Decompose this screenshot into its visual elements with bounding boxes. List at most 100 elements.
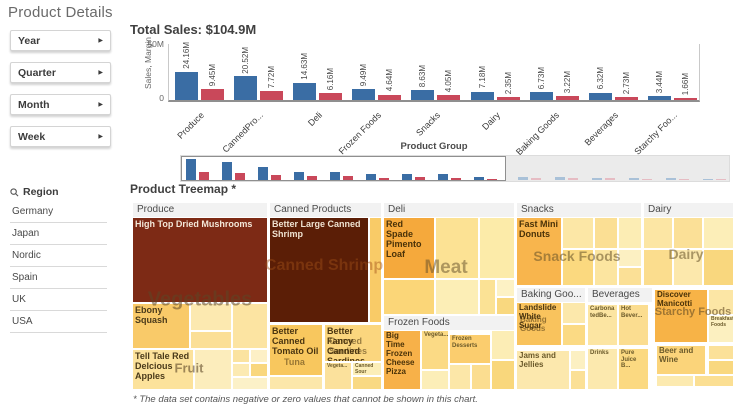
- treemap-cell-carbona-tedbe[interactable]: Carbona tedBe...: [588, 305, 617, 345]
- treemap-cell[interactable]: [674, 218, 702, 248]
- treemap-cell[interactable]: [657, 376, 693, 386]
- treemap-cell-fast-mini-donuts[interactable]: Fast Mini Donuts: [517, 218, 561, 285]
- bar-margin-baking-goods[interactable]: [555, 96, 579, 100]
- filter-button-month[interactable]: Month ▶: [10, 94, 111, 115]
- treemap-cell[interactable]: [644, 218, 672, 248]
- treemap-cell[interactable]: [674, 250, 702, 285]
- bar-sales-cannedpro[interactable]: [234, 76, 258, 100]
- bar-sales-baking-goods[interactable]: [529, 92, 553, 100]
- treemap-cell-better-large-canned-shrimp[interactable]: Better Large Canned Shrimp: [270, 218, 368, 322]
- filter-button-quarter[interactable]: Quarter ▶: [10, 62, 111, 83]
- treemap-cell[interactable]: [233, 364, 249, 376]
- bar-margin-starchy-foo[interactable]: [673, 98, 697, 100]
- treemap-cell[interactable]: [695, 376, 733, 386]
- bar-sales-produce[interactable]: [175, 71, 198, 100]
- region-item-spain[interactable]: Spain: [10, 267, 107, 289]
- treemap-cell[interactable]: [233, 378, 267, 389]
- treemap-cell-breakfast-foods[interactable]: Breakfast Foods: [709, 316, 733, 342]
- treemap-cell-landslide-white-sugar[interactable]: Landslide White Sugar Baking Goods: [517, 303, 561, 345]
- treemap-cell[interactable]: [571, 371, 585, 389]
- treemap-cell[interactable]: [450, 365, 470, 389]
- treemap-cell[interactable]: [233, 350, 249, 362]
- x-tick-snacks[interactable]: Snacks: [414, 110, 443, 138]
- treemap-cell[interactable]: [709, 361, 733, 374]
- x-tick-produce[interactable]: Produce: [175, 110, 207, 141]
- treemap-cell-better-canned-tomato-oil[interactable]: Better Canned Tomato Oil Tuna: [270, 325, 322, 375]
- treemap-section-header[interactable]: Produce: [133, 203, 267, 217]
- treemap-cell[interactable]: [251, 364, 267, 376]
- x-tick-dairy[interactable]: Dairy: [479, 110, 502, 132]
- treemap-cell[interactable]: [595, 250, 617, 285]
- region-item-usa[interactable]: USA: [10, 311, 107, 333]
- treemap-cell-jams-and-jellies[interactable]: Jams and Jellies: [517, 351, 569, 389]
- treemap-cell[interactable]: [571, 351, 585, 369]
- treemap-cell-beer-and-wine[interactable]: Beer and Wine: [657, 346, 705, 374]
- bar-margin-frozen-foods[interactable]: [378, 94, 402, 100]
- treemap-cell[interactable]: [704, 250, 733, 285]
- treemap-cell-discover-manicotti[interactable]: Discover Manicotti: [655, 290, 707, 342]
- treemap-cell-better-fancy-canned-sardines[interactable]: Better Fancy Canned SardinesCanned Sardi…: [325, 325, 381, 361]
- treemap-cell[interactable]: [353, 377, 381, 389]
- treemap-cell[interactable]: [472, 365, 490, 389]
- treemap-cell-ebony-squash[interactable]: Ebony Squash: [133, 304, 189, 348]
- treemap-cell-hot-bever[interactable]: Hot Bever...: [619, 305, 648, 345]
- bar-margin-beverages[interactable]: [614, 96, 638, 100]
- treemap-cell[interactable]: [480, 280, 495, 314]
- region-item-japan[interactable]: Japan: [10, 223, 107, 245]
- treemap-cell-big-time-frozen-cheese-pizza[interactable]: Big Time Frozen Cheese Pizza: [384, 331, 420, 389]
- treemap-section-header[interactable]: Beverages: [588, 288, 652, 302]
- chart-scroll-navigator[interactable]: [180, 155, 730, 182]
- filter-button-week[interactable]: Week ▶: [10, 126, 111, 147]
- region-item-uk[interactable]: UK: [10, 289, 107, 311]
- bar-sales-beverages[interactable]: [588, 92, 612, 100]
- treemap-cell[interactable]: [619, 268, 641, 285]
- filter-button-year[interactable]: Year ▶: [10, 30, 111, 51]
- treemap-cell[interactable]: [709, 346, 733, 359]
- treemap-cell[interactable]: [492, 331, 514, 359]
- treemap-cell-red-spade-pimento-loaf[interactable]: Red Spade Pimento Loaf: [384, 218, 434, 278]
- treemap-cell[interactable]: [709, 290, 733, 314]
- bar-sales-deli[interactable]: [293, 83, 317, 100]
- treemap-cell-high-top-dried-mushrooms[interactable]: High Top Dried Mushrooms: [133, 218, 267, 302]
- treemap-cell-canned-sour[interactable]: Canned Sour: [353, 363, 381, 375]
- treemap-cell[interactable]: [619, 218, 641, 248]
- treemap-section-header[interactable]: Deli: [384, 203, 514, 217]
- treemap-cell[interactable]: [436, 280, 478, 314]
- treemap-cell[interactable]: [270, 377, 322, 389]
- treemap-cell[interactable]: [595, 218, 617, 248]
- region-item-germany[interactable]: Germany: [10, 201, 107, 223]
- treemap-cell[interactable]: [563, 250, 593, 285]
- treemap-cell[interactable]: [563, 303, 585, 323]
- treemap-cell[interactable]: [563, 218, 593, 248]
- bar-sales-dairy[interactable]: [470, 91, 494, 100]
- treemap-cell[interactable]: [619, 250, 641, 266]
- treemap-cell[interactable]: [704, 218, 733, 248]
- bar-margin-produce[interactable]: [201, 89, 224, 100]
- treemap-cell-vegeta[interactable]: Vegeta...: [325, 363, 351, 389]
- treemap-cell[interactable]: [480, 218, 514, 278]
- treemap-cell[interactable]: [497, 298, 514, 314]
- treemap-cell[interactable]: [563, 325, 585, 345]
- treemap-cell-pure-juice-b[interactable]: Pure Juice B...: [619, 349, 648, 389]
- treemap-section-header[interactable]: Baking Goo...: [517, 288, 585, 302]
- treemap-cell[interactable]: [251, 350, 267, 362]
- treemap-section-header[interactable]: Dairy: [644, 203, 733, 217]
- treemap-section-header[interactable]: Snacks: [517, 203, 641, 217]
- treemap-cell-frozen-desserts[interactable]: Frozen Desserts: [450, 335, 490, 363]
- bar-margin-dairy[interactable]: [496, 97, 520, 100]
- region-header[interactable]: Region: [10, 183, 107, 201]
- treemap-section-header[interactable]: Canned Products: [270, 203, 381, 217]
- treemap-cell[interactable]: [497, 280, 514, 296]
- bar-margin-deli[interactable]: [319, 92, 343, 100]
- bar-sales-frozen-foods[interactable]: [352, 89, 376, 100]
- treemap-cell[interactable]: [492, 361, 514, 389]
- x-tick-deli[interactable]: Deli: [306, 110, 325, 129]
- treemap-cell[interactable]: [233, 304, 267, 348]
- treemap-cell[interactable]: [644, 250, 672, 285]
- treemap-cell[interactable]: [436, 218, 478, 278]
- treemap-cell-drinks[interactable]: Drinks: [588, 349, 617, 389]
- treemap-cell-vegeta[interactable]: Vegeta...: [422, 331, 448, 369]
- treemap-cell[interactable]: [191, 304, 231, 330]
- treemap-cell[interactable]: [422, 371, 448, 389]
- bar-margin-cannedpro[interactable]: [260, 91, 284, 100]
